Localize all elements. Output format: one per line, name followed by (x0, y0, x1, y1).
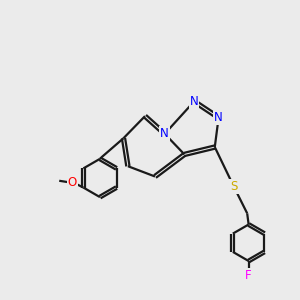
Text: O: O (68, 176, 77, 189)
Text: N: N (160, 127, 169, 140)
Text: F: F (245, 269, 252, 282)
Text: S: S (230, 180, 238, 193)
Text: N: N (190, 95, 199, 108)
Text: N: N (214, 111, 223, 124)
